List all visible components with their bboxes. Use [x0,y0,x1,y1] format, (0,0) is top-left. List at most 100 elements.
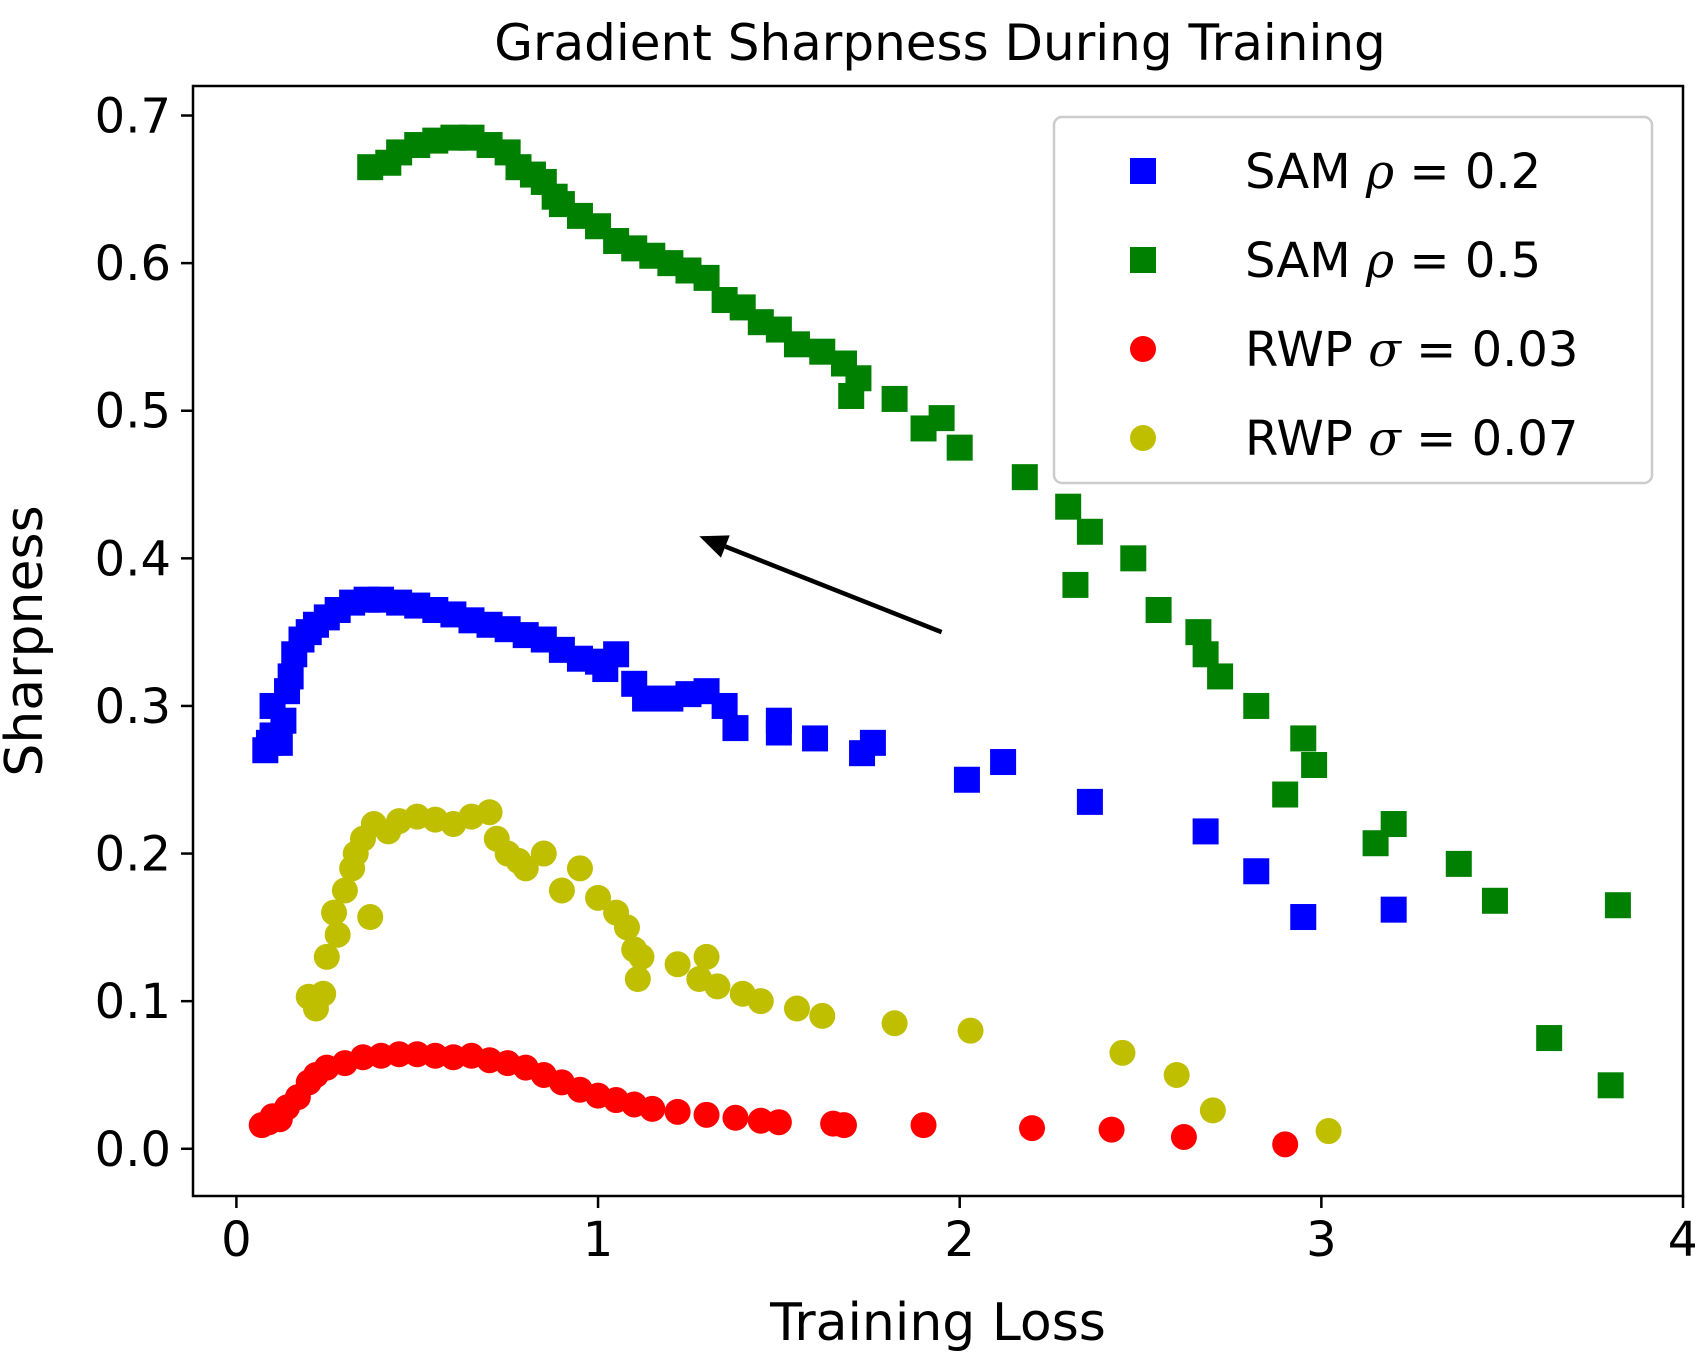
arrow-head [699,535,730,558]
y-tick-label-3: 0.3 [95,679,171,735]
series-4-point-45 [624,966,651,993]
series-3-point-35 [910,1112,937,1139]
series-1-point-37 [711,692,738,719]
series-4-point-38 [881,1010,908,1037]
series-2-point-42 [1185,619,1212,646]
series-2-point-48 [1301,751,1328,778]
series-3-point-29 [693,1101,720,1128]
legend-frame [1052,115,1654,485]
series-1-point-43 [859,729,886,756]
series-4-point-3 [310,980,337,1007]
series-2-point-32 [881,385,908,412]
series-3-point-36 [1019,1115,1046,1142]
series-4-point-18 [476,799,503,826]
y-tick-label-2: 0.2 [95,827,171,883]
legend-marker-4 [1130,425,1156,451]
series-2-point-35 [946,434,973,461]
series-1-point-47 [1192,818,1219,845]
series-3-point-34 [830,1112,857,1139]
series-2-point-27 [783,331,810,358]
x-tick-label-0: 0 [221,1212,252,1268]
series-4-point-4 [313,943,340,970]
series-2-point-50 [1380,811,1407,838]
series-4-point-35 [747,988,774,1015]
series-4-point-6 [324,921,351,948]
series-1 [252,586,1407,931]
series-3-point-13 [386,1041,413,1068]
series-4-point-30 [628,943,655,970]
y-axis-ticks: 0.0 0.1 0.2 0.3 0.4 0.5 0.6 0.7 [95,89,193,1178]
series-4-point-46 [693,943,720,970]
y-tick-label-6: 0.6 [95,236,171,292]
series-2-point-40 [1120,545,1147,572]
series-1-point-45 [990,749,1017,776]
series-3-point-37 [1098,1116,1125,1143]
series-2-point-55 [1604,892,1631,919]
series-4-point-26 [585,884,612,911]
x-tick-label-4: 4 [1668,1212,1695,1268]
series-1-point-40 [765,719,792,746]
y-tick-label-5: 0.5 [95,384,171,440]
x-axis-ticks: 0 1 2 3 4 [221,1196,1695,1268]
y-tick-label-4: 0.4 [95,531,171,587]
series-2-point-53 [1536,1025,1563,1052]
series-1-point-5 [266,729,293,756]
series-4-point-31 [664,951,691,978]
series-2-point-43 [1192,641,1219,668]
series-2-point-47 [1290,725,1317,752]
plot-frame [191,84,1685,1198]
series-4-point-24 [548,877,575,904]
series-1-point-41 [802,725,829,752]
y-tick-label-0: 0.0 [95,1122,171,1178]
series-2-point-28 [809,338,836,365]
series-4-point-36 [783,995,810,1022]
series-1-point-33 [632,685,659,712]
series-4-point-28 [613,914,640,941]
series-2-point-52 [1481,887,1508,914]
arrow-annotation [699,535,943,635]
series-3-point-30 [722,1104,749,1131]
series-4-point-22 [512,855,539,882]
series-4-point-43 [1315,1118,1342,1145]
legend-label-1: SAM ρ = 0.2 [1245,144,1541,200]
y-axis-label: Sharpness [0,505,55,776]
chart-title: Gradient Sharpness During Training [494,14,1386,72]
data-marks [248,124,1631,1158]
x-tick-label-1: 1 [583,1212,614,1268]
series-4-point-44 [357,904,384,931]
series-2-point-39 [1062,571,1089,598]
series-4-point-39 [957,1017,984,1044]
series-4-point-42 [1199,1097,1226,1124]
legend-marker-3 [1130,336,1156,362]
series-1-point-31 [603,641,630,668]
series-3-point-38 [1170,1123,1197,1150]
series-1-point-49 [1290,904,1317,931]
series-3-point-32 [765,1109,792,1136]
series-3-point-28 [664,1098,691,1125]
series-1-point-48 [1243,858,1270,885]
series-2-point-22 [693,264,720,291]
series-4-point-5 [321,899,348,926]
series-1-point-8 [277,663,304,690]
series-1-point-38 [722,715,749,742]
series-2-point-54 [1597,1072,1624,1099]
legend-label-4: RWP σ = 0.07 [1245,411,1578,467]
series-2-point-36 [1011,464,1038,491]
legend-label-2: SAM ρ = 0.5 [1245,233,1541,289]
series-4-point-41 [1163,1061,1190,1088]
series-2-point-44 [1207,663,1234,690]
legend-marker-1 [1130,158,1156,184]
series-1-point-46 [1076,788,1103,815]
series-1-point-44 [953,766,980,793]
series-4-point-7 [331,877,358,904]
series-2-point-31 [838,382,865,409]
series-1-point-50 [1380,896,1407,923]
series-4-point-40 [1109,1039,1136,1066]
series-2-point-41 [1145,597,1172,624]
legend-marker-2 [1130,247,1156,273]
y-tick-label-7: 0.7 [95,89,171,145]
series-3 [248,1041,1299,1158]
legend: SAM ρ = 0.2 SAM ρ = 0.5 RWP σ = 0.03 RWP σ … [1052,115,1654,485]
x-tick-label-3: 3 [1306,1212,1337,1268]
